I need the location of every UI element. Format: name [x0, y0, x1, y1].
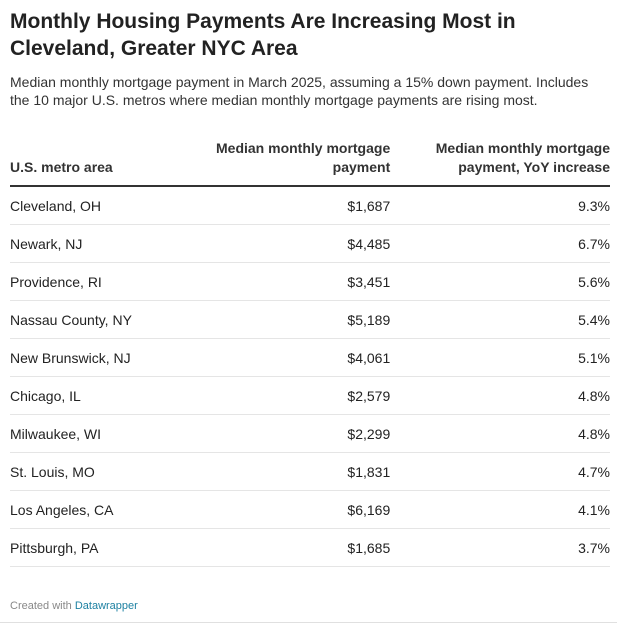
cell-metro: New Brunswick, NJ	[10, 338, 201, 377]
table-row: Cleveland, OH $1,687 9.3%	[10, 186, 610, 225]
table-row: St. Louis, MO $1,831 4.7%	[10, 452, 610, 491]
cell-yoy: 4.1%	[390, 490, 610, 529]
cell-metro: Cleveland, OH	[10, 186, 201, 225]
cell-yoy: 6.7%	[390, 224, 610, 263]
chart-title: Monthly Housing Payments Are Increasing …	[10, 10, 516, 60]
table-row: Nassau County, NY $5,189 5.4%	[10, 300, 610, 339]
table-row: Chicago, IL $2,579 4.8%	[10, 376, 610, 415]
footer-prefix: Created with	[10, 600, 72, 612]
column-header-metro[interactable]: U.S. metro area	[10, 139, 201, 187]
chart-container: Monthly Housing Payments Are Increasing …	[10, 8, 610, 567]
table-row: Providence, RI $3,451 5.6%	[10, 262, 610, 301]
cell-yoy: 5.6%	[390, 262, 610, 301]
cell-payment: $6,169	[200, 490, 391, 529]
footer-credit: Created with Datawrapper	[10, 600, 138, 612]
cell-yoy: 4.8%	[390, 414, 610, 453]
column-header-payment[interactable]: Median monthly mortgage payment	[200, 139, 391, 187]
cell-payment: $2,579	[200, 376, 391, 415]
table-row: Newark, NJ $4,485 6.7%	[10, 224, 610, 263]
table-row: Los Angeles, CA $6,169 4.1%	[10, 490, 610, 529]
cell-payment: $4,061	[200, 338, 391, 377]
cell-yoy: 4.7%	[390, 452, 610, 491]
cell-metro: Chicago, IL	[10, 376, 201, 415]
table-body: Cleveland, OH $1,687 9.3% Newark, NJ $4,…	[10, 186, 610, 567]
cell-payment: $1,685	[200, 528, 391, 567]
cell-metro: Nassau County, NY	[10, 300, 201, 339]
table-header-row: U.S. metro area Median monthly mortgage …	[10, 139, 610, 187]
cell-payment: $4,485	[200, 224, 391, 263]
table-row: New Brunswick, NJ $4,061 5.1%	[10, 338, 610, 377]
cell-payment: $3,451	[200, 262, 391, 301]
cell-payment: $5,189	[200, 300, 391, 339]
cell-yoy: 5.4%	[390, 300, 610, 339]
data-table: U.S. metro area Median monthly mortgage …	[10, 139, 610, 567]
cell-yoy: 4.8%	[390, 376, 610, 415]
cell-metro: Pittsburgh, PA	[10, 528, 201, 567]
cell-metro: Providence, RI	[10, 262, 201, 301]
cell-payment: $1,831	[200, 452, 391, 491]
cell-yoy: 9.3%	[390, 186, 610, 225]
cell-yoy: 3.7%	[390, 528, 610, 567]
chart-subtitle: Median monthly mortgage payment in March…	[10, 74, 589, 108]
cell-metro: Los Angeles, CA	[10, 490, 201, 529]
bottom-divider	[0, 622, 617, 623]
column-header-yoy[interactable]: Median monthly mortgage payment, YoY inc…	[390, 139, 610, 187]
cell-metro: Milwaukee, WI	[10, 414, 201, 453]
table-row: Milwaukee, WI $2,299 4.8%	[10, 414, 610, 453]
cell-metro: Newark, NJ	[10, 224, 201, 263]
cell-payment: $2,299	[200, 414, 391, 453]
table-row: Pittsburgh, PA $1,685 3.7%	[10, 528, 610, 567]
cell-metro: St. Louis, MO	[10, 452, 201, 491]
datawrapper-link[interactable]: Datawrapper	[74, 600, 138, 612]
cell-yoy: 5.1%	[390, 338, 610, 377]
cell-payment: $1,687	[200, 186, 391, 225]
